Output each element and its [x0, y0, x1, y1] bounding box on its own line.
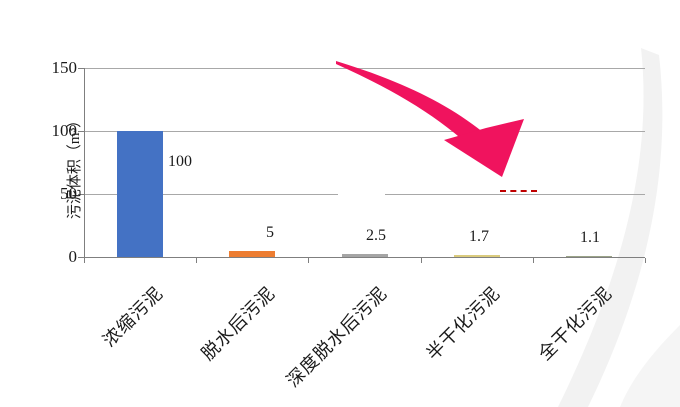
x-tick-0	[84, 258, 85, 263]
y-tick-0	[78, 257, 84, 258]
bar-value-label-2: 2.5	[366, 227, 386, 244]
category-label-1: 脱水后污泥	[197, 282, 279, 365]
category-label-0: 浓缩污泥	[98, 282, 167, 351]
red-dashed-mark	[500, 190, 537, 192]
y-tick-label-150: 150	[51, 58, 78, 77]
y-tick-label-0: 0	[68, 247, 78, 266]
bar-value-label-3: 1.7	[469, 228, 489, 245]
x-tick-1	[196, 258, 197, 263]
gridline-50	[385, 194, 645, 195]
category-label-2: 深度脱水后污泥	[282, 282, 391, 391]
category-label-3: 半干化污泥	[422, 282, 504, 365]
bar-value-label-0: 100	[168, 153, 192, 170]
y-tick-50	[78, 194, 84, 195]
bar-value-label-4: 1.1	[580, 229, 600, 246]
bar-3	[454, 254, 500, 257]
bar-0	[117, 131, 163, 257]
gridline-50	[84, 194, 338, 195]
bar-value-label-1: 5	[266, 224, 274, 241]
x-tick-5	[645, 258, 646, 263]
bar-4	[566, 255, 612, 257]
bar-2	[342, 253, 388, 257]
y-axis-line	[84, 68, 85, 257]
bar-1	[229, 250, 275, 257]
y-tick-label-50: 50	[60, 184, 77, 203]
y-tick-label-100: 100	[51, 121, 78, 140]
x-axis-line	[84, 257, 645, 258]
category-label-4: 全干化污泥	[534, 282, 616, 365]
y-tick-100	[78, 131, 84, 132]
x-tick-4	[533, 258, 534, 263]
y-axis-title: 污泥体积（m³）	[67, 112, 83, 220]
x-tick-3	[421, 258, 422, 263]
x-tick-2	[308, 258, 309, 263]
y-tick-150	[78, 68, 84, 69]
gridline-150	[84, 68, 645, 69]
gridline-100	[84, 131, 645, 132]
